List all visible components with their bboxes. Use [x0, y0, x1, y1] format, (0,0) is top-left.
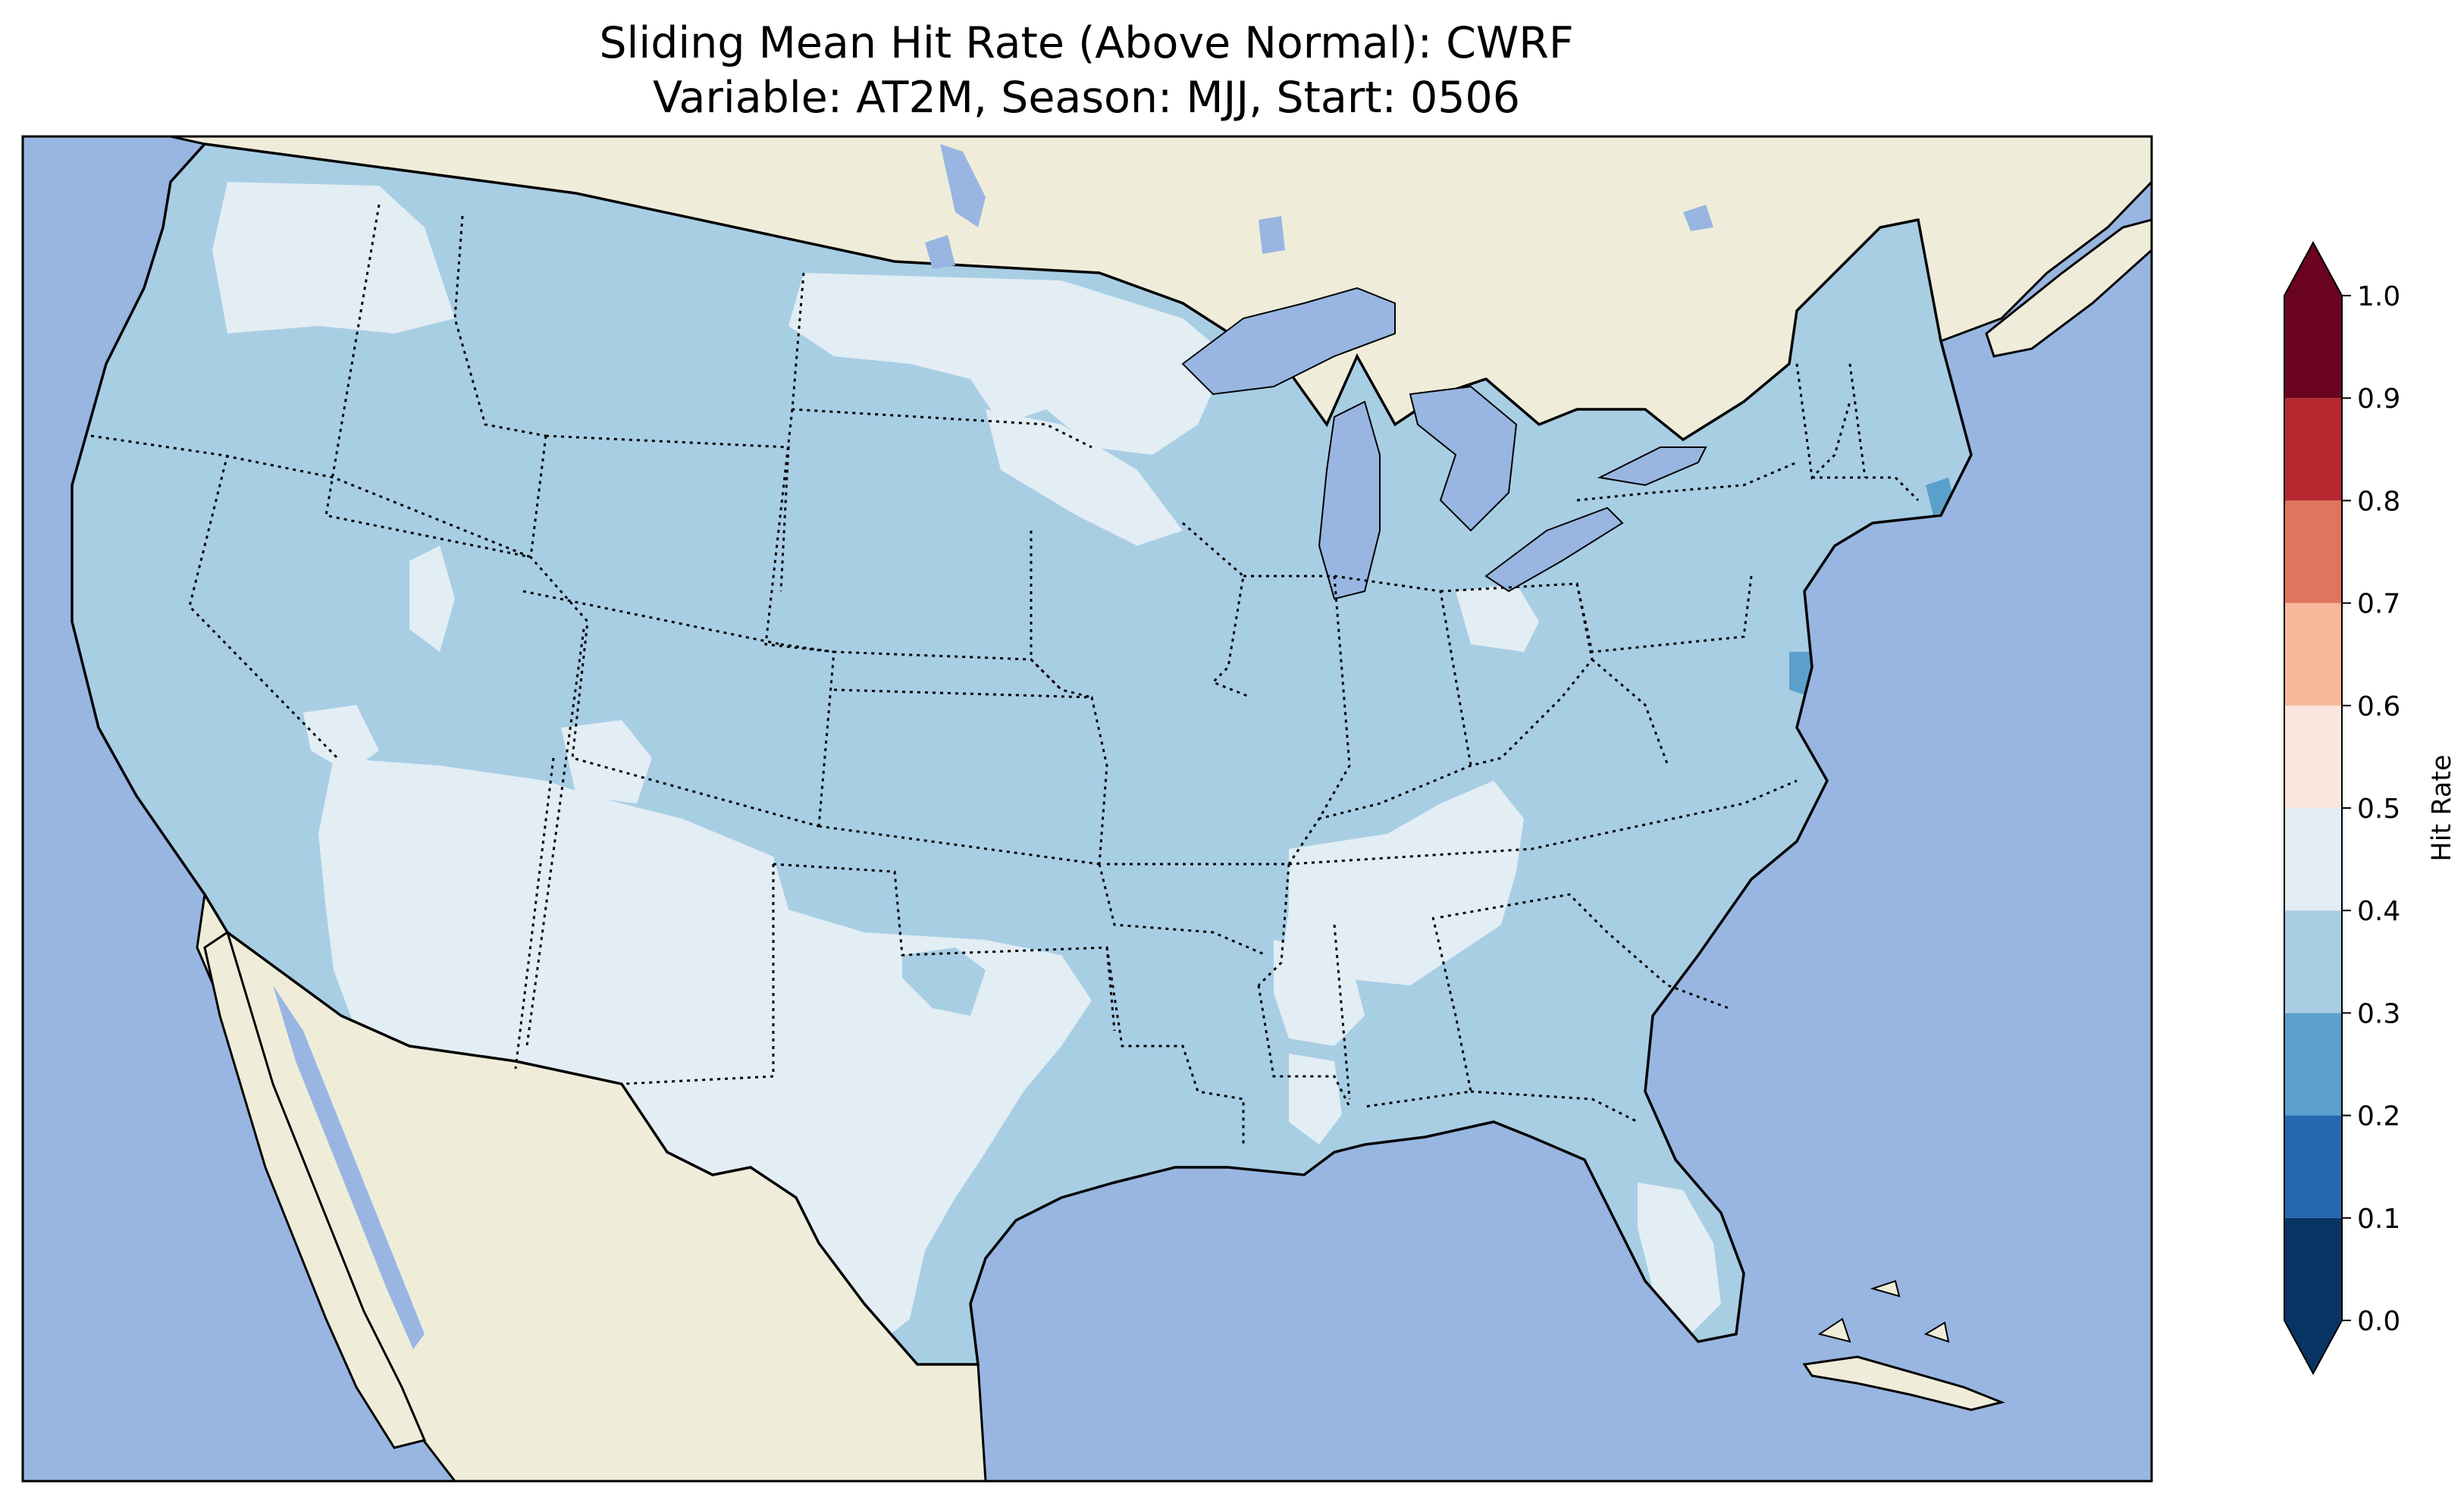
colorbar-extend-max — [2284, 243, 2342, 296]
state-border — [1575, 575, 1753, 653]
state-border — [1105, 947, 1245, 1145]
hit-rate-region-0.4-0.5-tennessee — [1281, 781, 1524, 1001]
nova-scotia-land — [1985, 218, 2152, 358]
map-title-line-1: Sliding Mean Hit Rate (Above Normal): CW… — [599, 18, 1574, 68]
colorbar-tick-label: 1.0 — [2357, 281, 2400, 312]
hit-rate-region-0.4-0.5-florida — [1638, 1182, 1721, 1334]
hit-rate-region-0.4-0.5-southwest — [318, 758, 1092, 1349]
state-border — [1257, 985, 1351, 1107]
colorbar-tick-label: 0.9 — [2357, 384, 2400, 415]
state-border — [1333, 924, 1351, 1100]
gulf-of-california — [273, 985, 425, 1349]
state-border — [1098, 863, 1267, 957]
hit-rate-region-0.4-0.5-ohio — [1456, 584, 1539, 652]
state-border — [1591, 658, 1669, 766]
colorbar: 0.0 0.1 0.2 0.3 0.4 0.5 0.6 0.7 0.8 0.9 1.0 Hit Rat… — [2284, 240, 2457, 1376]
state-border — [1107, 863, 1290, 987]
state-border — [453, 215, 547, 437]
lake-huron — [1409, 385, 1518, 532]
hit-rate-region-0.4-0.5-utah — [561, 720, 652, 803]
state-border — [780, 643, 1063, 691]
state-border — [621, 864, 775, 1085]
colorbar-tick-label: 0.7 — [2357, 589, 2400, 620]
colorbar-tick-label: 0.8 — [2357, 486, 2400, 517]
state-border — [1288, 779, 1798, 866]
hit-rate-region-0.4-0.5-northwest — [212, 182, 455, 334]
canadian-lake — [925, 235, 955, 269]
state-border — [1182, 521, 1252, 699]
colorbar-bin — [2284, 910, 2342, 1013]
state-border — [1318, 582, 1594, 820]
state-border — [833, 688, 1108, 865]
state-border — [1795, 363, 1851, 481]
state-border — [1812, 476, 1920, 502]
hit-rate-region-0.4-0.5-mississippi — [1274, 940, 1365, 1046]
lake-ontario — [1597, 446, 1707, 487]
baja-california-land — [203, 930, 427, 1449]
colorbar-bin — [2284, 398, 2342, 501]
lake-michigan — [1318, 400, 1381, 600]
colorbar-tick-label: 0.1 — [2357, 1204, 2400, 1235]
state-border — [522, 590, 782, 646]
lake-superior — [1181, 287, 1396, 396]
colorbar-bin — [2284, 296, 2342, 399]
state-border — [818, 825, 1100, 866]
lake-winnipeg — [940, 144, 986, 227]
state-border — [773, 863, 1116, 1032]
colorbar-tick-label: 0.5 — [2357, 794, 2400, 825]
state-border — [1470, 1090, 1638, 1123]
colorbar-tick-label: 0.2 — [2357, 1101, 2400, 1132]
map-frame — [21, 135, 2153, 1483]
colorbar-tick-label: 0.4 — [2357, 896, 2400, 927]
hit-rate-region-0.4-0.5-nevada-south — [303, 705, 379, 773]
colorbar-bin — [2284, 808, 2342, 911]
colorbar-tick-label: 0.0 — [2357, 1306, 2400, 1337]
colorbar-tick-label: 0.6 — [2357, 691, 2400, 722]
state-border — [1440, 893, 1729, 1010]
bahamas-island — [1923, 1321, 1950, 1343]
state-border — [1243, 575, 1351, 865]
colorbar-bin — [2284, 1013, 2342, 1116]
canadian-lake — [1259, 216, 1285, 254]
hit-rate-region-0.4-0.5-nevada — [409, 546, 455, 652]
bahamas-island — [1870, 1279, 1901, 1298]
map-title-line-2: Variable: AT2M, Season: MJJ, Start: 0506 — [652, 73, 1521, 123]
state-border — [1576, 461, 1798, 502]
hit-rate-region-0.3-0.4-texas-pocket — [902, 947, 986, 1016]
hit-rate-region-0.4-0.5-minnesota — [986, 409, 1183, 546]
canadian-lake — [1683, 205, 1713, 231]
colorbar-bin — [2284, 1115, 2342, 1218]
colorbar-label: Hit Rate — [2427, 754, 2457, 861]
map-panel — [23, 136, 2152, 1481]
state-borders — [90, 204, 1920, 1145]
state-border — [188, 454, 339, 760]
colorbar-bin — [2284, 1217, 2342, 1320]
hit-rate-region-0.4-0.5-northern-plains — [788, 273, 1228, 455]
state-border — [791, 272, 1092, 449]
colorbar-bin — [2284, 705, 2342, 808]
bahamas-island — [1817, 1317, 1851, 1343]
colorbar-bin — [2284, 500, 2342, 603]
state-border — [525, 628, 585, 1047]
hit-rate-region-0.4-0.5-louisiana — [1289, 1054, 1342, 1145]
cuba-land — [1802, 1355, 2005, 1411]
colorbar-extend-min — [2284, 1320, 2342, 1373]
colorbar-bin — [2284, 603, 2342, 706]
lake-erie — [1484, 506, 1624, 593]
colorbar-tick-label: 0.3 — [2357, 998, 2400, 1029]
